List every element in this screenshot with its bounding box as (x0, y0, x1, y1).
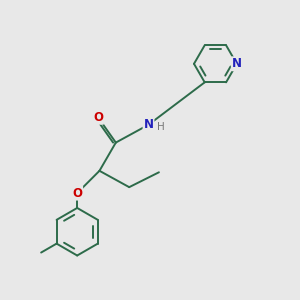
Text: N: N (232, 57, 242, 70)
Text: H: H (157, 122, 165, 132)
Text: O: O (72, 187, 82, 200)
Text: O: O (93, 111, 103, 124)
Text: N: N (143, 118, 154, 131)
